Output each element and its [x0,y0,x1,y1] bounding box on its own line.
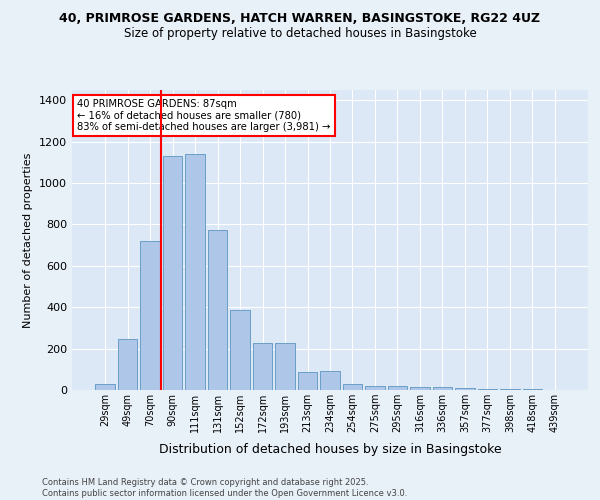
Text: 40 PRIMROSE GARDENS: 87sqm
← 16% of detached houses are smaller (780)
83% of sem: 40 PRIMROSE GARDENS: 87sqm ← 16% of deta… [77,99,331,132]
Bar [455,388,475,390]
Bar [95,384,115,390]
Bar [275,344,295,390]
Text: Contains HM Land Registry data © Crown copyright and database right 2025.
Contai: Contains HM Land Registry data © Crown c… [42,478,407,498]
Bar [410,387,430,390]
Y-axis label: Number of detached properties: Number of detached properties [23,152,34,328]
Bar [208,230,227,390]
Bar [388,386,407,390]
Bar [230,310,250,390]
Text: Distribution of detached houses by size in Basingstoke: Distribution of detached houses by size … [158,442,502,456]
Bar [118,340,137,390]
Bar [433,387,452,390]
Bar [163,156,182,390]
Bar [185,154,205,390]
Bar [320,372,340,390]
Bar [253,344,272,390]
Bar [343,384,362,390]
Text: 40, PRIMROSE GARDENS, HATCH WARREN, BASINGSTOKE, RG22 4UZ: 40, PRIMROSE GARDENS, HATCH WARREN, BASI… [59,12,541,26]
Bar [365,386,385,390]
Text: Size of property relative to detached houses in Basingstoke: Size of property relative to detached ho… [124,28,476,40]
Bar [478,389,497,390]
Bar [298,372,317,390]
Bar [140,241,160,390]
